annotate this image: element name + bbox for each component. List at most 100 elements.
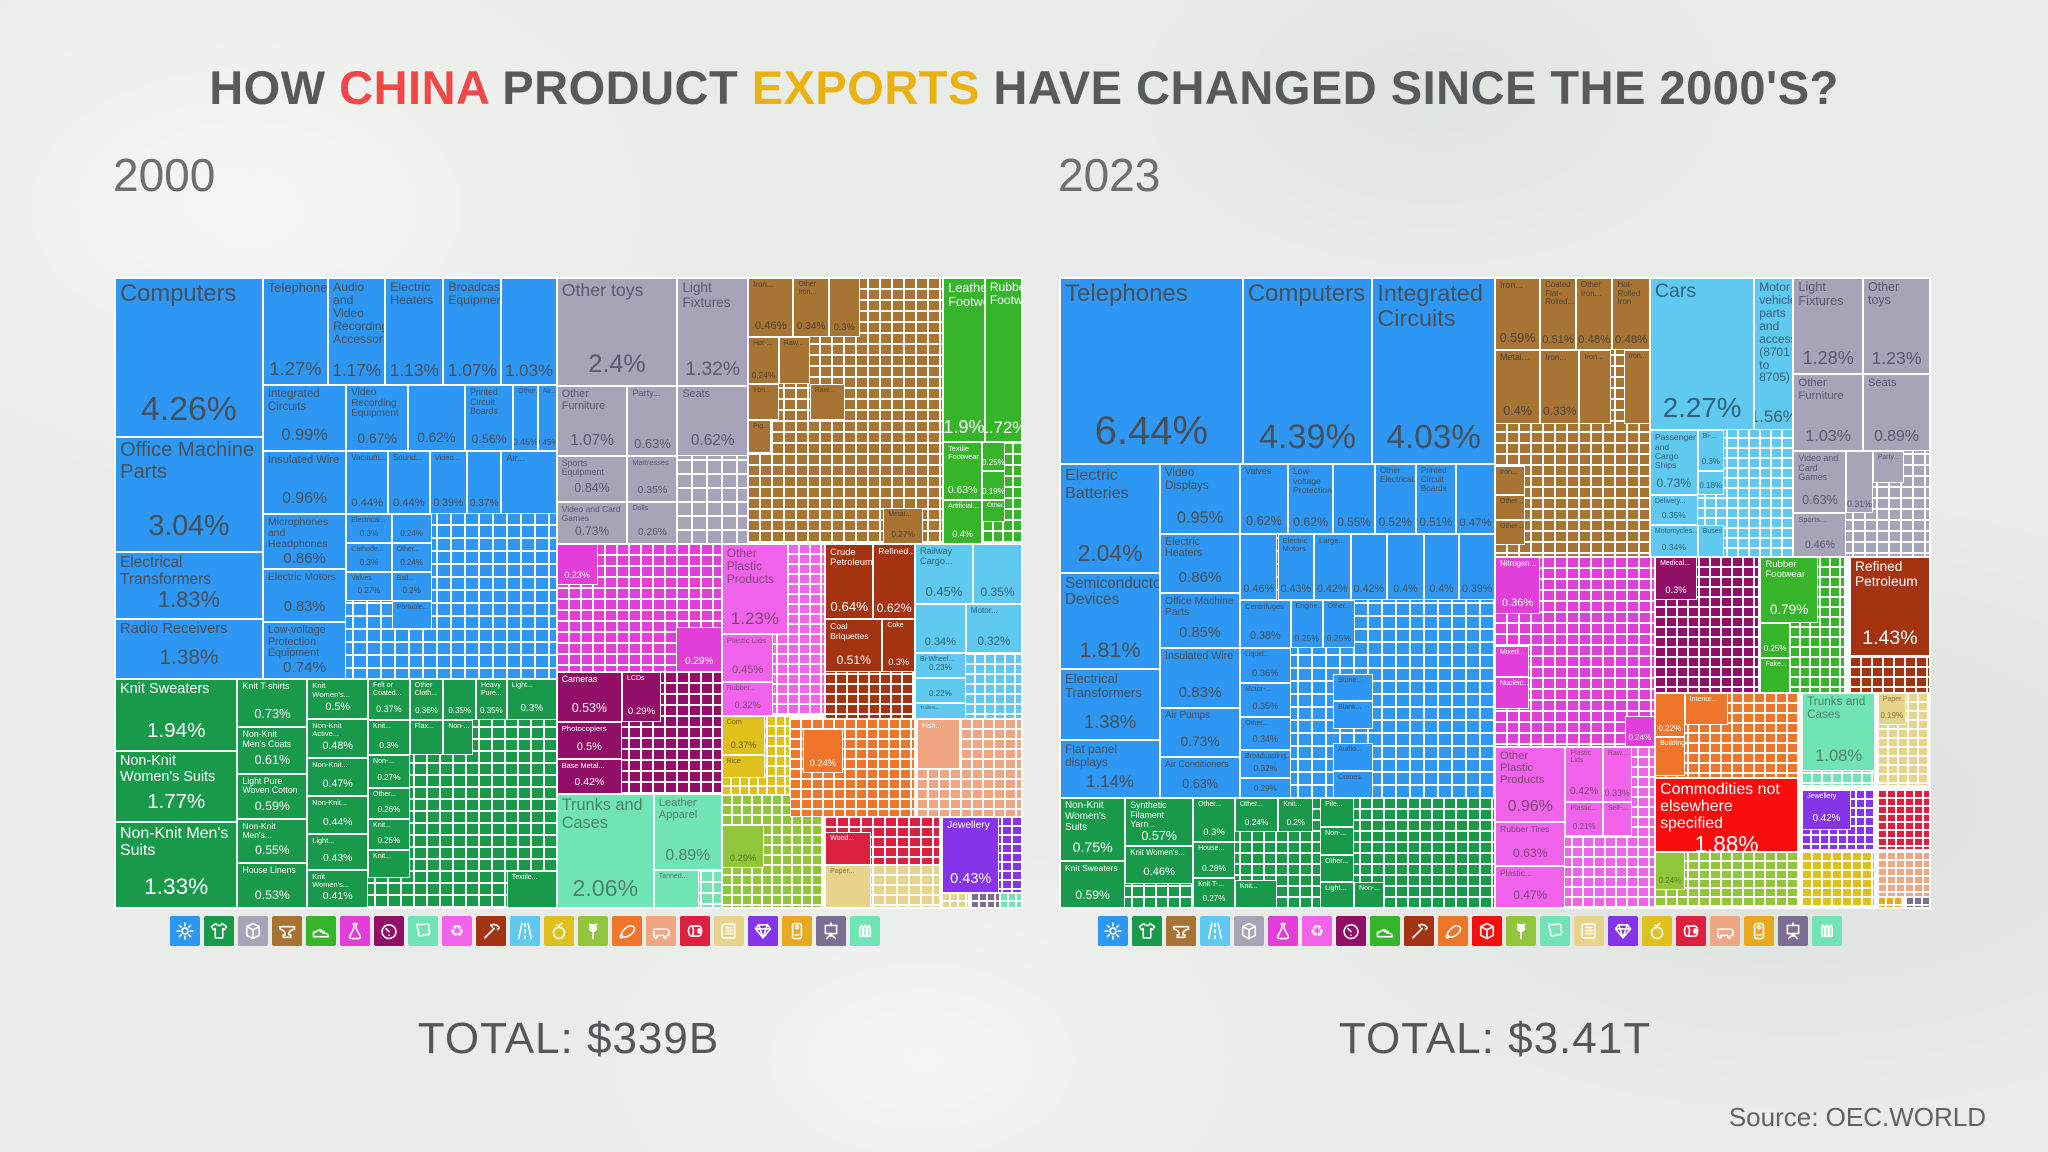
treemap-cell[interactable]: Audio and Video Recording Accessories 1.1… — [328, 278, 386, 386]
treemap-cell[interactable]: Interior... — [1684, 693, 1729, 725]
treemap-cell[interactable]: Crude Petroleum 0.64% — [825, 543, 874, 620]
treemap-cell[interactable]: Video Displays 0.95% — [1160, 464, 1241, 534]
shoe-icon[interactable] — [306, 916, 336, 946]
treemap-cell[interactable]: Knit Women's... 0.46% — [1125, 846, 1194, 885]
treemap-cell[interactable]: Seats 0.89% — [1863, 374, 1930, 452]
treemap-cell[interactable]: Knit Women's... 0.41% — [307, 870, 369, 908]
treemap-cell[interactable]: Pile... — [1320, 798, 1355, 828]
treemap-cell[interactable]: Office Machine Parts 3.04% — [115, 437, 263, 553]
treemap-cell[interactable]: Knit... 0.3% — [368, 719, 410, 755]
treemap-cell[interactable]: Air... 0.45% — [537, 385, 557, 452]
treemap-cell[interactable]: Cranes — [1333, 770, 1374, 799]
treemap-cell[interactable]: Iron... 0.59% — [1495, 278, 1541, 351]
treemap-cell[interactable]: 0.29% — [1240, 778, 1291, 799]
treemap-cell[interactable]: Other... 0.24% — [391, 543, 432, 573]
treemap-cell[interactable]: Rice — [721, 754, 766, 779]
treemap-cell[interactable]: Motor... 0.32% — [965, 604, 1022, 654]
easel-icon[interactable] — [816, 916, 846, 946]
fruit-icon[interactable] — [1642, 916, 1672, 946]
treemap-cell[interactable]: Hot-Rolled Iron 0.48% — [1612, 278, 1650, 351]
treemap-cell[interactable]: 0.29% — [676, 627, 722, 673]
hide-icon[interactable] — [408, 916, 438, 946]
treemap-cell[interactable]: Coke 0.3% — [882, 619, 915, 673]
boiler-icon[interactable] — [782, 916, 812, 946]
ham-icon[interactable] — [612, 916, 642, 946]
treemap-cell[interactable]: Fake... — [1760, 657, 1790, 694]
treemap-cell[interactable]: Video and Card Games 0.73% — [556, 501, 628, 544]
treemap-cell[interactable]: Raw... 0.33% — [1602, 746, 1632, 803]
treemap-cell[interactable]: Pig... — [748, 420, 771, 454]
treemap-cell[interactable]: Knit Sweaters 1.94% — [115, 679, 238, 752]
treemap-cell[interactable]: Air Conditioners 0.63% — [1160, 756, 1241, 799]
treemap-cell[interactable]: Other toys 2.4% — [556, 278, 678, 387]
recycle-icon[interactable]: ♻ — [1302, 916, 1332, 946]
treemap-cell[interactable]: Telephones 1.27% — [262, 278, 329, 386]
treemap-cell[interactable]: 0.23% — [556, 543, 598, 585]
treemap-cell[interactable]: Engine... 0.25% — [1290, 599, 1323, 648]
treemap-cell[interactable]: Leather Footwear 1.9% — [943, 278, 985, 442]
treemap-cell[interactable]: Flat panel displays 1.14% — [1060, 739, 1161, 799]
treemap-cell[interactable]: Electrical Transformers 1.38% — [1060, 669, 1161, 740]
treemap-cell[interactable]: Delivery... 0.35% — [1649, 494, 1698, 525]
treemap-cell[interactable]: Electric Motors 0.83% — [262, 569, 347, 622]
treemap-cell[interactable]: Other... — [1495, 519, 1526, 546]
treemap-cell[interactable]: Textile Footwear 0.63% — [943, 441, 983, 501]
treemap-cell[interactable]: 0.22% — [914, 678, 966, 704]
treemap-cell[interactable]: Paper... 0.19% — [1877, 693, 1906, 725]
box-icon[interactable] — [1234, 916, 1264, 946]
treemap-cell[interactable]: 0.24% — [802, 729, 844, 773]
shirt-icon[interactable] — [1132, 916, 1162, 946]
treemap-cell[interactable]: Other Plastic Products 0.96% — [1495, 746, 1566, 822]
treemap-cell[interactable]: Self-... — [1602, 802, 1632, 837]
treemap-cell[interactable]: Other Cloth... 0.36% — [409, 679, 444, 720]
treemap-cell[interactable]: Cathode... 0.3% — [346, 543, 392, 573]
hide-icon[interactable] — [1540, 916, 1570, 946]
treemap-cell[interactable]: Coated Flat-Rolled... 0.51% — [1540, 278, 1576, 351]
treemap-cell[interactable]: Knit... 0.2% — [1278, 798, 1314, 832]
treemap-cell[interactable]: Non-... 0.27% — [368, 754, 410, 788]
gauge-icon[interactable] — [1336, 916, 1366, 946]
bullets-icon[interactable] — [1812, 916, 1842, 946]
treemap-cell[interactable]: Heavy Pure... 0.35% — [475, 679, 507, 720]
treemap-cell[interactable]: Hot-... 0.24% — [748, 336, 779, 384]
treemap-cell[interactable]: Base Metal... 0.42% — [556, 759, 622, 794]
scroll-icon[interactable] — [714, 916, 744, 946]
treemap-cell[interactable]: Nucleic... — [1495, 677, 1529, 709]
treemap-cell[interactable]: Knit T-... 0.27% — [1193, 877, 1235, 908]
treemap-cell[interactable]: Knit... — [1234, 880, 1277, 908]
treemap-cell[interactable]: Vacuum... 0.44% — [346, 451, 388, 514]
pig-icon[interactable] — [1710, 916, 1740, 946]
treemap-cell[interactable]: Jewellery 0.42% — [1802, 789, 1851, 830]
treemap-cell[interactable]: Insulated Wire 0.96% — [262, 451, 347, 514]
treemap-cell[interactable]: Portable... — [391, 600, 432, 629]
treemap-cell[interactable]: Other toys 1.23% — [1863, 278, 1930, 375]
treemap-cell[interactable]: 0.4% — [1387, 533, 1424, 600]
box-icon[interactable] — [238, 916, 268, 946]
pickaxe-icon[interactable] — [476, 916, 506, 946]
treemap-cell[interactable]: Ball... 0.2% — [391, 572, 432, 601]
treemap-cell[interactable]: Wood... — [825, 832, 871, 865]
treemap-cell[interactable]: 0.25% — [1760, 623, 1790, 658]
treemap-cell[interactable]: Integrated Circuits 4.03% — [1372, 278, 1495, 465]
treemap-cell[interactable]: 0.37% — [466, 451, 502, 514]
treemap-cell[interactable]: Rubber Footwear 0.79% — [1760, 557, 1818, 624]
log-icon[interactable] — [680, 916, 710, 946]
treemap-cell[interactable]: 1.03% — [501, 278, 557, 386]
treemap-cell[interactable]: Plastic Lids 0.42% — [1565, 746, 1603, 803]
treemap-cell[interactable]: Trunks and Cases 2.06% — [556, 793, 654, 908]
treemap-cell[interactable]: Light Fixtures 1.28% — [1793, 278, 1863, 375]
treemap-cell[interactable]: Passenger and Cargo Ships 0.73% — [1649, 430, 1698, 495]
treemap-cell[interactable]: Knit... 0.25% — [368, 819, 410, 851]
treemap-cell[interactable]: Sound... 0.44% — [388, 451, 430, 514]
treemap-cell[interactable]: Building... — [1655, 737, 1685, 777]
treemap-cell[interactable]: 0.29% — [721, 824, 765, 868]
treemap-cell[interactable]: Rubber... 0.32% — [721, 682, 774, 717]
treemap-cell[interactable]: Motor-... 0.35% — [1240, 683, 1291, 718]
treemap-cell[interactable]: Non-Knit Men's Suits 1.33% — [115, 821, 238, 908]
treemap-cell[interactable]: Synthetic Filament Yarn... 0.57% — [1125, 798, 1194, 847]
treemap-cell[interactable]: 0.24% — [1655, 851, 1685, 890]
treemap-cell[interactable]: Dolls 0.26% — [627, 501, 678, 544]
treemap-cell[interactable]: Photocopiers 0.5% — [556, 721, 622, 760]
boiler-icon[interactable] — [1744, 916, 1774, 946]
treemap-cell[interactable]: 0.55% — [1333, 464, 1375, 534]
